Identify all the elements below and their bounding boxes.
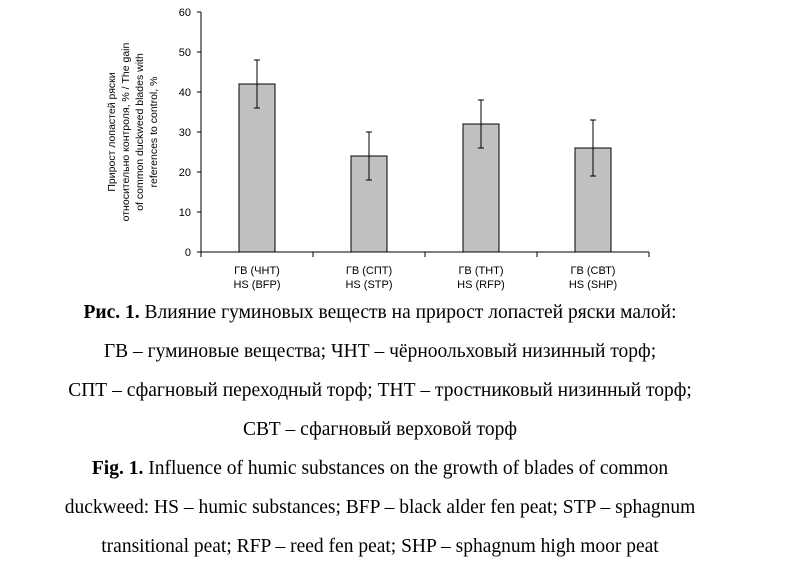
caption-ru-text-1: Влияние гуминовых веществ на прирост лоп…	[139, 302, 677, 323]
x-tick-label: HS (BFP)	[233, 279, 280, 291]
caption-ru-line-3: СПТ – сфагновый переходный торф; ТНТ – т…	[68, 380, 692, 401]
x-tick-label: ГВ (СВТ)	[571, 265, 616, 277]
y-tick-label: 40	[179, 87, 191, 99]
x-tick-label: HS (SHP)	[569, 279, 617, 291]
caption-ru-line-2: ГВ – гуминовые вещества; ЧНТ – чёрноольх…	[103, 341, 657, 362]
bars	[238, 83, 612, 253]
caption-en-line-2: duckweed: HS – humic substances; BFP – b…	[64, 497, 696, 518]
y-axis-label-line: относительно контроля, % / The gain	[120, 42, 132, 221]
x-tick-label: HS (RFP)	[457, 279, 505, 291]
x-tick-label: ГВ (ТНТ)	[458, 265, 503, 277]
error-bars	[254, 59, 596, 181]
caption-en-text-1: Influence of humic substances on the gro…	[143, 458, 669, 479]
caption-en-line-1: Fig. 1. Influence of humic substances on…	[0, 449, 760, 488]
y-axis-label-line: Прирост лопастей ряски	[106, 72, 118, 191]
y-tick-label: 30	[179, 127, 191, 139]
caption-ru-figure-number: Рис. 1.	[83, 302, 140, 323]
y-axis-label-line: references to control, %	[148, 77, 160, 188]
bar-chart: Прирост лопастей ряски относительно контр…	[106, 7, 650, 291]
y-tick-label: 50	[179, 47, 191, 59]
x-tick-label: ГВ (ЧНТ)	[234, 265, 280, 277]
x-tick-label: ГВ (СПТ)	[346, 265, 392, 277]
caption-ru-line-4: СВТ – сфагновый верховой торф	[243, 419, 517, 440]
caption-ru-line-1: Рис. 1. Влияние гуминовых веществ на при…	[0, 293, 760, 332]
caption-en-figure-number: Fig. 1.	[91, 458, 144, 479]
y-tick-label: 10	[179, 207, 191, 219]
x-tick-label: HS (STP)	[345, 279, 392, 291]
x-ticks: ГВ (ЧНТ) HS (BFP) ГВ (СПТ) HS (STP) ГВ (ТНТ)…	[200, 252, 650, 291]
y-axis-label-line: of common duckweed blades with	[134, 53, 146, 211]
y-axis-label: Прирост лопастей ряски относительно контр…	[106, 42, 160, 221]
y-ticks: 0 10 20 30 40 50 60	[179, 7, 201, 259]
y-tick-label: 60	[179, 7, 191, 19]
y-tick-label: 0	[185, 247, 191, 259]
bar	[238, 83, 276, 253]
caption-en-line-3: transitional peat; RFP – reed fen peat; …	[101, 536, 659, 557]
figure-caption: Рис. 1. Влияние гуминовых веществ на при…	[0, 293, 760, 566]
y-tick-label: 20	[179, 167, 191, 179]
